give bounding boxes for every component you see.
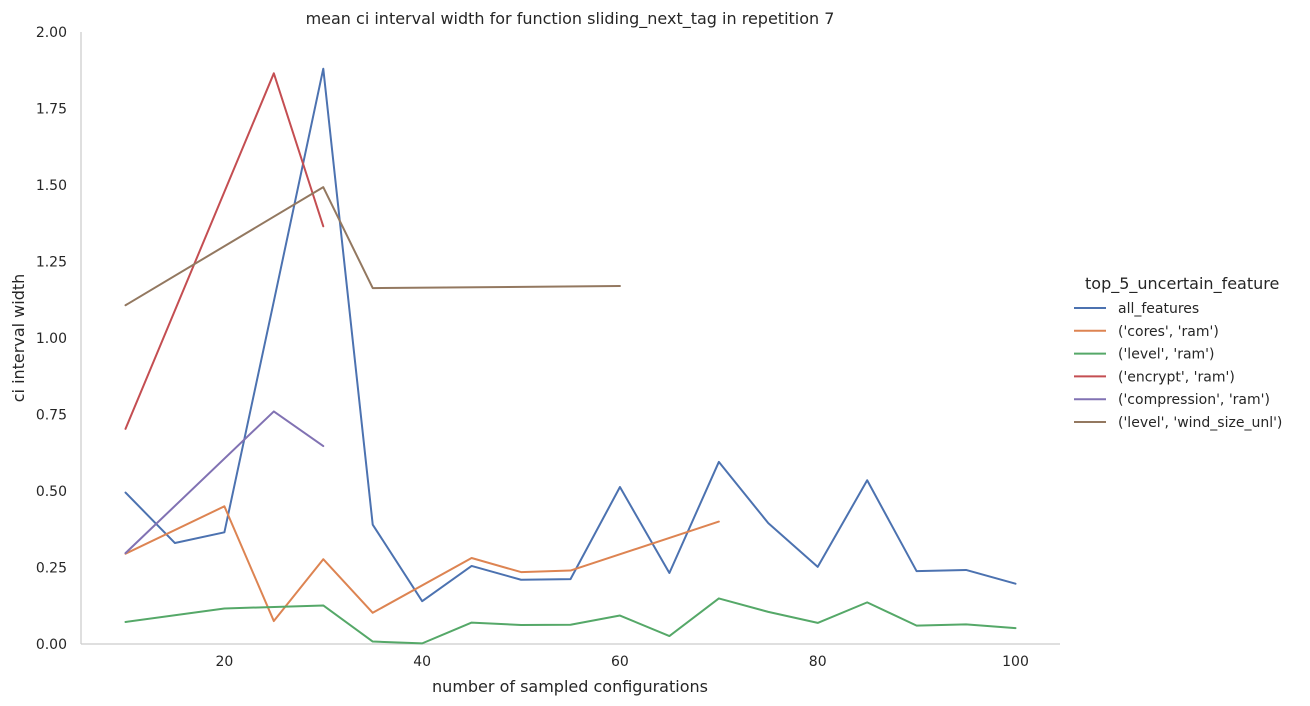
legend-label-4: ('compression', 'ram') — [1118, 392, 1270, 408]
y-tick-label: 2.00 — [36, 25, 67, 41]
series-line-2 — [124, 597, 1017, 645]
series-line-4 — [124, 410, 325, 555]
x-tick-label: 80 — [809, 654, 827, 670]
x-axis-ticks: 20 40 60 80 100 — [215, 654, 1028, 670]
x-tick-label: 20 — [215, 654, 233, 670]
legend-label-5: ('level', 'wind_size_unl') — [1118, 415, 1282, 431]
x-tick-label: 40 — [413, 654, 431, 670]
legend-label-0: all_features — [1118, 301, 1199, 317]
chart-title: mean ci interval width for function slid… — [306, 9, 835, 29]
x-tick-label: 100 — [1002, 654, 1029, 670]
y-tick-label: 1.25 — [36, 255, 67, 271]
series-line-1 — [124, 505, 720, 623]
y-axis-ticks: 0.00 0.25 0.50 0.75 1.00 1.25 1.50 1.75 2.00 — [36, 25, 67, 653]
y-tick-label: 0.50 — [36, 484, 67, 500]
legend-title: top_5_uncertain_feature — [1085, 274, 1279, 294]
x-axis-label: number of sampled configurations — [432, 677, 708, 696]
y-tick-label: 1.50 — [36, 178, 67, 194]
y-tick-label: 1.75 — [36, 102, 67, 118]
series-line-3 — [124, 72, 325, 430]
series-line-5 — [124, 186, 621, 307]
series-line-0 — [124, 67, 1017, 603]
y-tick-label: 0.25 — [36, 561, 67, 577]
y-tick-label: 0.75 — [36, 408, 67, 424]
legend-items: all_features ('cores', 'ram') ('level', 'r… — [1074, 301, 1282, 431]
y-axis-label: ci interval width — [9, 274, 28, 403]
series-group — [124, 67, 1017, 645]
x-tick-label: 60 — [611, 654, 629, 670]
y-tick-label: 0.00 — [36, 637, 67, 653]
y-tick-label: 1.00 — [36, 331, 67, 347]
legend-label-1: ('cores', 'ram') — [1118, 324, 1219, 340]
plot-area — [80, 32, 1060, 645]
legend: top_5_uncertain_feature all_features ('co… — [1074, 274, 1282, 431]
legend-label-2: ('level', 'ram') — [1118, 347, 1214, 363]
legend-label-3: ('encrypt', 'ram') — [1118, 369, 1235, 385]
